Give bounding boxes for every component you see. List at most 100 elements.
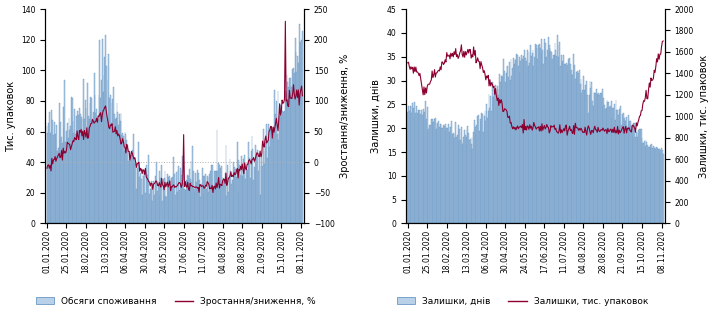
Bar <box>134 158 135 223</box>
Bar <box>630 121 631 223</box>
Bar <box>159 196 160 223</box>
Bar <box>282 111 283 223</box>
Bar <box>562 61 563 223</box>
Bar <box>553 55 555 223</box>
Bar <box>255 145 256 223</box>
Bar <box>156 193 157 223</box>
Bar <box>633 123 634 223</box>
Bar <box>545 43 546 223</box>
Bar <box>478 115 479 223</box>
Bar <box>223 178 224 223</box>
Bar <box>127 145 128 223</box>
Bar <box>132 150 133 223</box>
Bar <box>148 155 149 223</box>
Bar <box>300 42 301 223</box>
Bar <box>602 89 603 223</box>
Bar <box>408 106 409 223</box>
Bar <box>458 140 459 223</box>
Bar <box>169 176 170 223</box>
Bar <box>534 57 535 223</box>
Bar <box>565 65 566 223</box>
Bar <box>247 172 248 223</box>
Bar <box>415 113 416 223</box>
Bar <box>428 129 429 223</box>
Bar <box>584 90 585 223</box>
Bar <box>262 166 263 223</box>
Bar <box>510 80 511 223</box>
Bar <box>650 146 651 223</box>
Bar <box>412 103 413 223</box>
Bar <box>659 153 661 223</box>
Bar <box>103 92 104 223</box>
Bar <box>613 108 614 223</box>
Bar <box>227 165 228 223</box>
Bar <box>242 167 243 223</box>
Bar <box>147 175 148 223</box>
Bar <box>113 87 114 223</box>
Bar <box>196 182 197 223</box>
Bar <box>413 108 414 223</box>
Bar <box>585 90 586 223</box>
Bar <box>275 115 276 223</box>
Bar <box>115 119 116 223</box>
Bar <box>75 134 76 223</box>
Bar <box>608 102 609 223</box>
Bar <box>118 124 119 223</box>
Bar <box>444 126 445 223</box>
Bar <box>114 114 115 223</box>
Bar <box>592 101 593 223</box>
Bar <box>259 158 260 223</box>
Bar <box>166 197 167 223</box>
Bar <box>539 44 540 223</box>
Bar <box>50 133 51 223</box>
Bar <box>663 155 664 223</box>
Bar <box>495 85 496 223</box>
Bar <box>472 137 473 223</box>
Bar <box>142 169 144 223</box>
Bar <box>616 110 617 223</box>
Bar <box>518 66 519 223</box>
Bar <box>290 93 292 223</box>
Bar <box>58 148 59 223</box>
Bar <box>662 151 663 223</box>
Bar <box>210 171 211 223</box>
Legend: Обсяги споживання, Зростання/зниження, %: Обсяги споживання, Зростання/зниження, % <box>32 293 320 309</box>
Bar <box>417 113 418 223</box>
Bar <box>566 63 567 223</box>
Bar <box>229 178 230 223</box>
Bar <box>482 115 483 223</box>
Bar <box>641 138 642 223</box>
Bar <box>206 189 207 223</box>
Bar <box>620 114 621 223</box>
Bar <box>102 39 103 223</box>
Bar <box>612 108 613 223</box>
Bar <box>460 139 461 223</box>
Bar <box>264 165 265 223</box>
Bar <box>538 45 539 223</box>
Bar <box>440 124 441 223</box>
Bar <box>170 189 171 223</box>
Bar <box>197 170 198 223</box>
Bar <box>107 80 109 223</box>
Bar <box>653 146 654 223</box>
Bar <box>509 62 510 223</box>
Bar <box>567 66 568 223</box>
Bar <box>74 110 75 223</box>
Bar <box>77 111 78 223</box>
Bar <box>130 161 131 223</box>
Bar <box>205 173 206 223</box>
Bar <box>230 171 231 223</box>
Bar <box>479 131 480 223</box>
Bar <box>626 118 627 223</box>
Bar <box>596 89 597 223</box>
Bar <box>631 126 632 223</box>
Bar <box>213 189 214 223</box>
Bar <box>122 133 123 223</box>
Bar <box>146 165 147 223</box>
Bar <box>541 52 543 223</box>
Bar <box>571 74 573 223</box>
Bar <box>657 148 658 223</box>
Bar <box>251 151 252 223</box>
Bar <box>73 121 74 223</box>
Bar <box>540 48 541 223</box>
